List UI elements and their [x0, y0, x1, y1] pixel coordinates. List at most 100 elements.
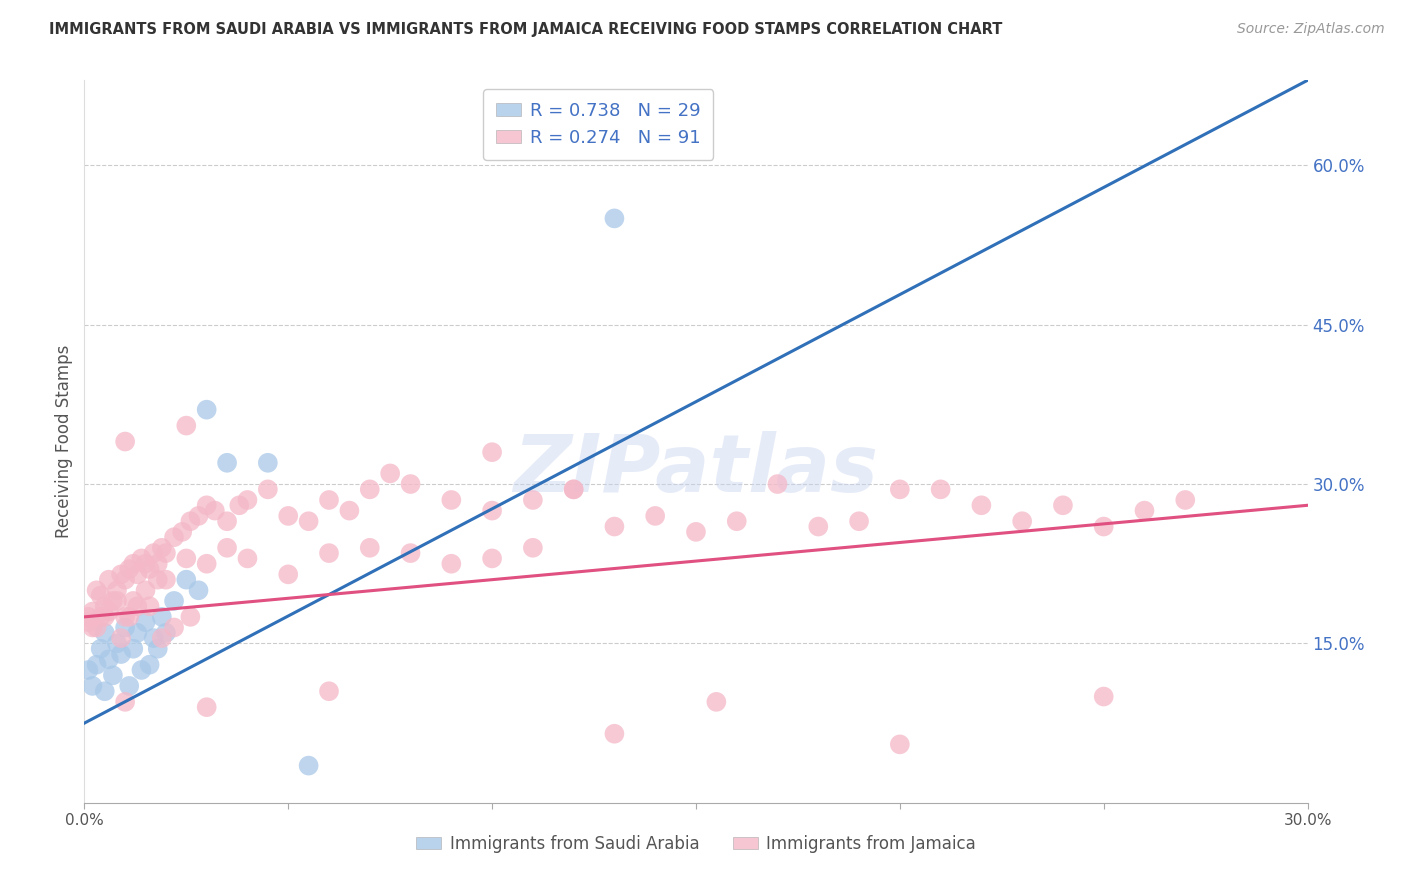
Point	[93, 610, 115, 624]
Point	[93, 599, 115, 614]
Point	[1092, 519, 1115, 533]
Point	[114, 695, 136, 709]
Point	[138, 562, 160, 576]
Point	[807, 519, 830, 533]
Point	[135, 557, 157, 571]
Point	[93, 684, 115, 698]
Point	[90, 610, 112, 624]
Point	[150, 631, 173, 645]
Point	[603, 211, 626, 226]
Point	[236, 493, 259, 508]
Point	[114, 610, 136, 624]
Point	[318, 546, 340, 560]
Point	[138, 657, 160, 672]
Point	[236, 551, 259, 566]
Point	[105, 594, 128, 608]
Point	[135, 615, 157, 630]
Point	[1011, 514, 1033, 528]
Point	[105, 583, 128, 598]
Point	[889, 737, 911, 751]
Point	[195, 557, 218, 571]
Point	[97, 652, 120, 666]
Point	[204, 503, 226, 517]
Point	[725, 514, 748, 528]
Point	[195, 700, 218, 714]
Point	[82, 605, 104, 619]
Legend: Immigrants from Saudi Arabia, Immigrants from Jamaica: Immigrants from Saudi Arabia, Immigrants…	[409, 828, 983, 860]
Point	[318, 684, 340, 698]
Point	[82, 620, 104, 634]
Point	[257, 456, 280, 470]
Point	[174, 551, 197, 566]
Point	[179, 514, 201, 528]
Point	[146, 557, 169, 571]
Point	[1133, 503, 1156, 517]
Point	[97, 573, 120, 587]
Point	[163, 530, 186, 544]
Point	[122, 641, 145, 656]
Point	[127, 625, 149, 640]
Point	[195, 402, 218, 417]
Point	[685, 524, 707, 539]
Point	[217, 514, 239, 528]
Point	[163, 594, 186, 608]
Point	[127, 599, 149, 614]
Point	[179, 610, 201, 624]
Point	[889, 483, 911, 497]
Point	[195, 498, 218, 512]
Point	[77, 615, 100, 630]
Point	[562, 483, 585, 497]
Point	[174, 418, 197, 433]
Point	[101, 594, 124, 608]
Point	[155, 546, 177, 560]
Point	[122, 594, 145, 608]
Point	[706, 695, 728, 709]
Point	[127, 567, 149, 582]
Point	[380, 467, 402, 481]
Point	[603, 519, 626, 533]
Point	[146, 641, 169, 656]
Text: IMMIGRANTS FROM SAUDI ARABIA VS IMMIGRANTS FROM JAMAICA RECEIVING FOOD STAMPS CO: IMMIGRANTS FROM SAUDI ARABIA VS IMMIGRAN…	[49, 22, 1002, 37]
Point	[298, 758, 321, 772]
Point	[150, 541, 173, 555]
Point	[86, 620, 108, 634]
Point	[277, 567, 299, 582]
Point	[77, 610, 100, 624]
Point	[481, 551, 503, 566]
Point	[150, 610, 173, 624]
Point	[155, 573, 177, 587]
Point	[101, 668, 124, 682]
Point	[1092, 690, 1115, 704]
Point	[1052, 498, 1074, 512]
Point	[142, 546, 165, 560]
Point	[82, 679, 104, 693]
Point	[146, 573, 169, 587]
Point	[135, 583, 157, 598]
Point	[440, 493, 463, 508]
Point	[440, 557, 463, 571]
Point	[142, 631, 165, 645]
Point	[122, 557, 145, 571]
Point	[93, 625, 115, 640]
Point	[114, 573, 136, 587]
Point	[298, 514, 321, 528]
Point	[359, 541, 381, 555]
Point	[339, 503, 361, 517]
Point	[187, 508, 209, 523]
Point	[481, 445, 503, 459]
Point	[90, 589, 112, 603]
Point	[522, 541, 544, 555]
Point	[399, 546, 422, 560]
Point	[603, 727, 626, 741]
Point	[86, 583, 108, 598]
Point	[118, 679, 141, 693]
Point	[562, 483, 585, 497]
Point	[110, 647, 132, 661]
Point	[131, 551, 153, 566]
Point	[172, 524, 194, 539]
Point	[174, 573, 197, 587]
Point	[481, 503, 503, 517]
Point	[318, 493, 340, 508]
Point	[217, 541, 239, 555]
Point	[118, 562, 141, 576]
